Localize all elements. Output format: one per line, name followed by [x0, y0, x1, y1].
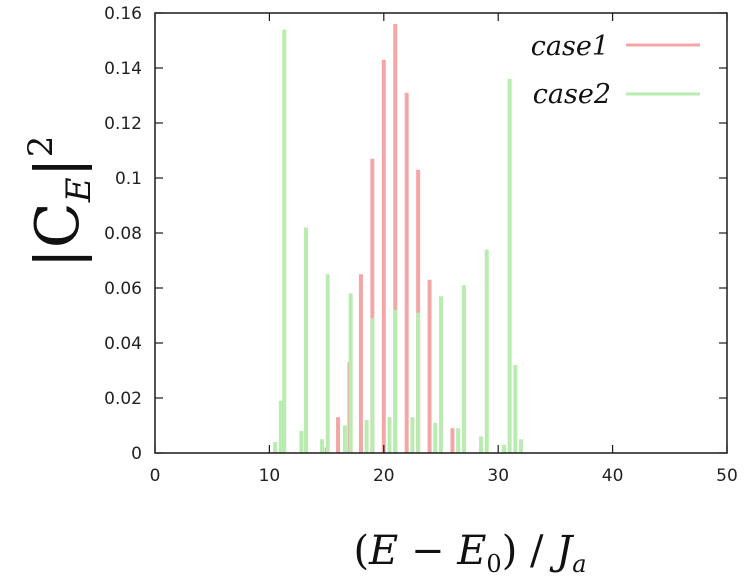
y-tick-label-6: 0.12 [104, 114, 142, 134]
bar-case2-14 [416, 312, 421, 453]
y-tick-label-5: 0.1 [115, 169, 142, 189]
x-tick-label-5: 50 [716, 466, 738, 486]
bar-case2-12 [393, 310, 398, 453]
svg-text:(E − E0) / Ja: (E − E0) / Ja [353, 528, 586, 578]
bar-case2-8 [348, 293, 353, 453]
bar-case2-21 [501, 444, 506, 453]
bar-case2-0 [273, 442, 278, 453]
x-tick-label-3: 30 [487, 466, 509, 486]
y-tick-label-7: 0.14 [104, 59, 142, 79]
bar-case1-6 [393, 24, 398, 453]
bar-case2-7 [342, 425, 347, 453]
x-tick-label-1: 10 [259, 466, 281, 486]
y-tick-label-1: 0.02 [104, 389, 142, 409]
bar-case1-8 [416, 169, 421, 453]
y-tick-label-3: 0.06 [104, 279, 142, 299]
bar-case2-1 [278, 400, 283, 453]
y-tick-label-0: 0 [131, 444, 142, 464]
bar-case2-16 [439, 296, 443, 453]
bar-case2-11 [387, 417, 392, 453]
legend: case1 case2 [531, 31, 700, 110]
bars-layer [273, 24, 524, 453]
bar-case2-10 [370, 318, 375, 453]
bar-case2-20 [484, 249, 489, 453]
bar-case2-24 [519, 439, 524, 453]
bar-case1-1 [336, 417, 341, 453]
svg-text:|CE|2: |CE|2 [21, 136, 99, 269]
bar-case1-4 [370, 158, 375, 453]
y-tick-label-4: 0.08 [104, 224, 142, 244]
y-tick-label-8: 0.16 [104, 4, 142, 24]
x-tick-label-4: 40 [602, 466, 624, 486]
bar-case2-4 [304, 227, 309, 453]
bar-case2-17 [456, 428, 461, 453]
x-axis-title: (E − E0) / Ja [353, 528, 586, 578]
bar-case2-15 [433, 422, 438, 453]
bar-case2-6 [325, 274, 330, 453]
bar-case1-5 [381, 59, 386, 453]
bar-case2-23 [513, 365, 518, 453]
x-tick-label-0: 0 [150, 466, 161, 486]
bar-case2-13 [410, 417, 415, 453]
legend-label-case1: case1 [531, 31, 609, 62]
ticks-layer: 0 10 20 30 40 50 0 0.02 0.04 0.06 0.08 0.1 0.12 0.14 0… [104, 4, 738, 486]
legend-label-case2: case2 [533, 79, 611, 110]
bar-case2-2 [282, 29, 287, 453]
y-axis-title: |CE|2 [21, 136, 99, 269]
y-tick-label-2: 0.04 [104, 334, 142, 354]
bar-case1-11 [450, 428, 455, 453]
bar-case2-9 [364, 420, 369, 453]
bar-case2-22 [507, 79, 512, 453]
bar-case2-19 [479, 436, 484, 453]
plot-frame [154, 12, 728, 454]
bar-case1-9 [427, 279, 432, 453]
bar-case2-3 [299, 431, 304, 453]
bar-case1-7 [404, 92, 409, 453]
bar-case2-18 [461, 285, 466, 453]
x-tick-label-2: 20 [373, 466, 395, 486]
bar-case1-3 [358, 274, 363, 453]
bar-case2-5 [320, 439, 325, 453]
